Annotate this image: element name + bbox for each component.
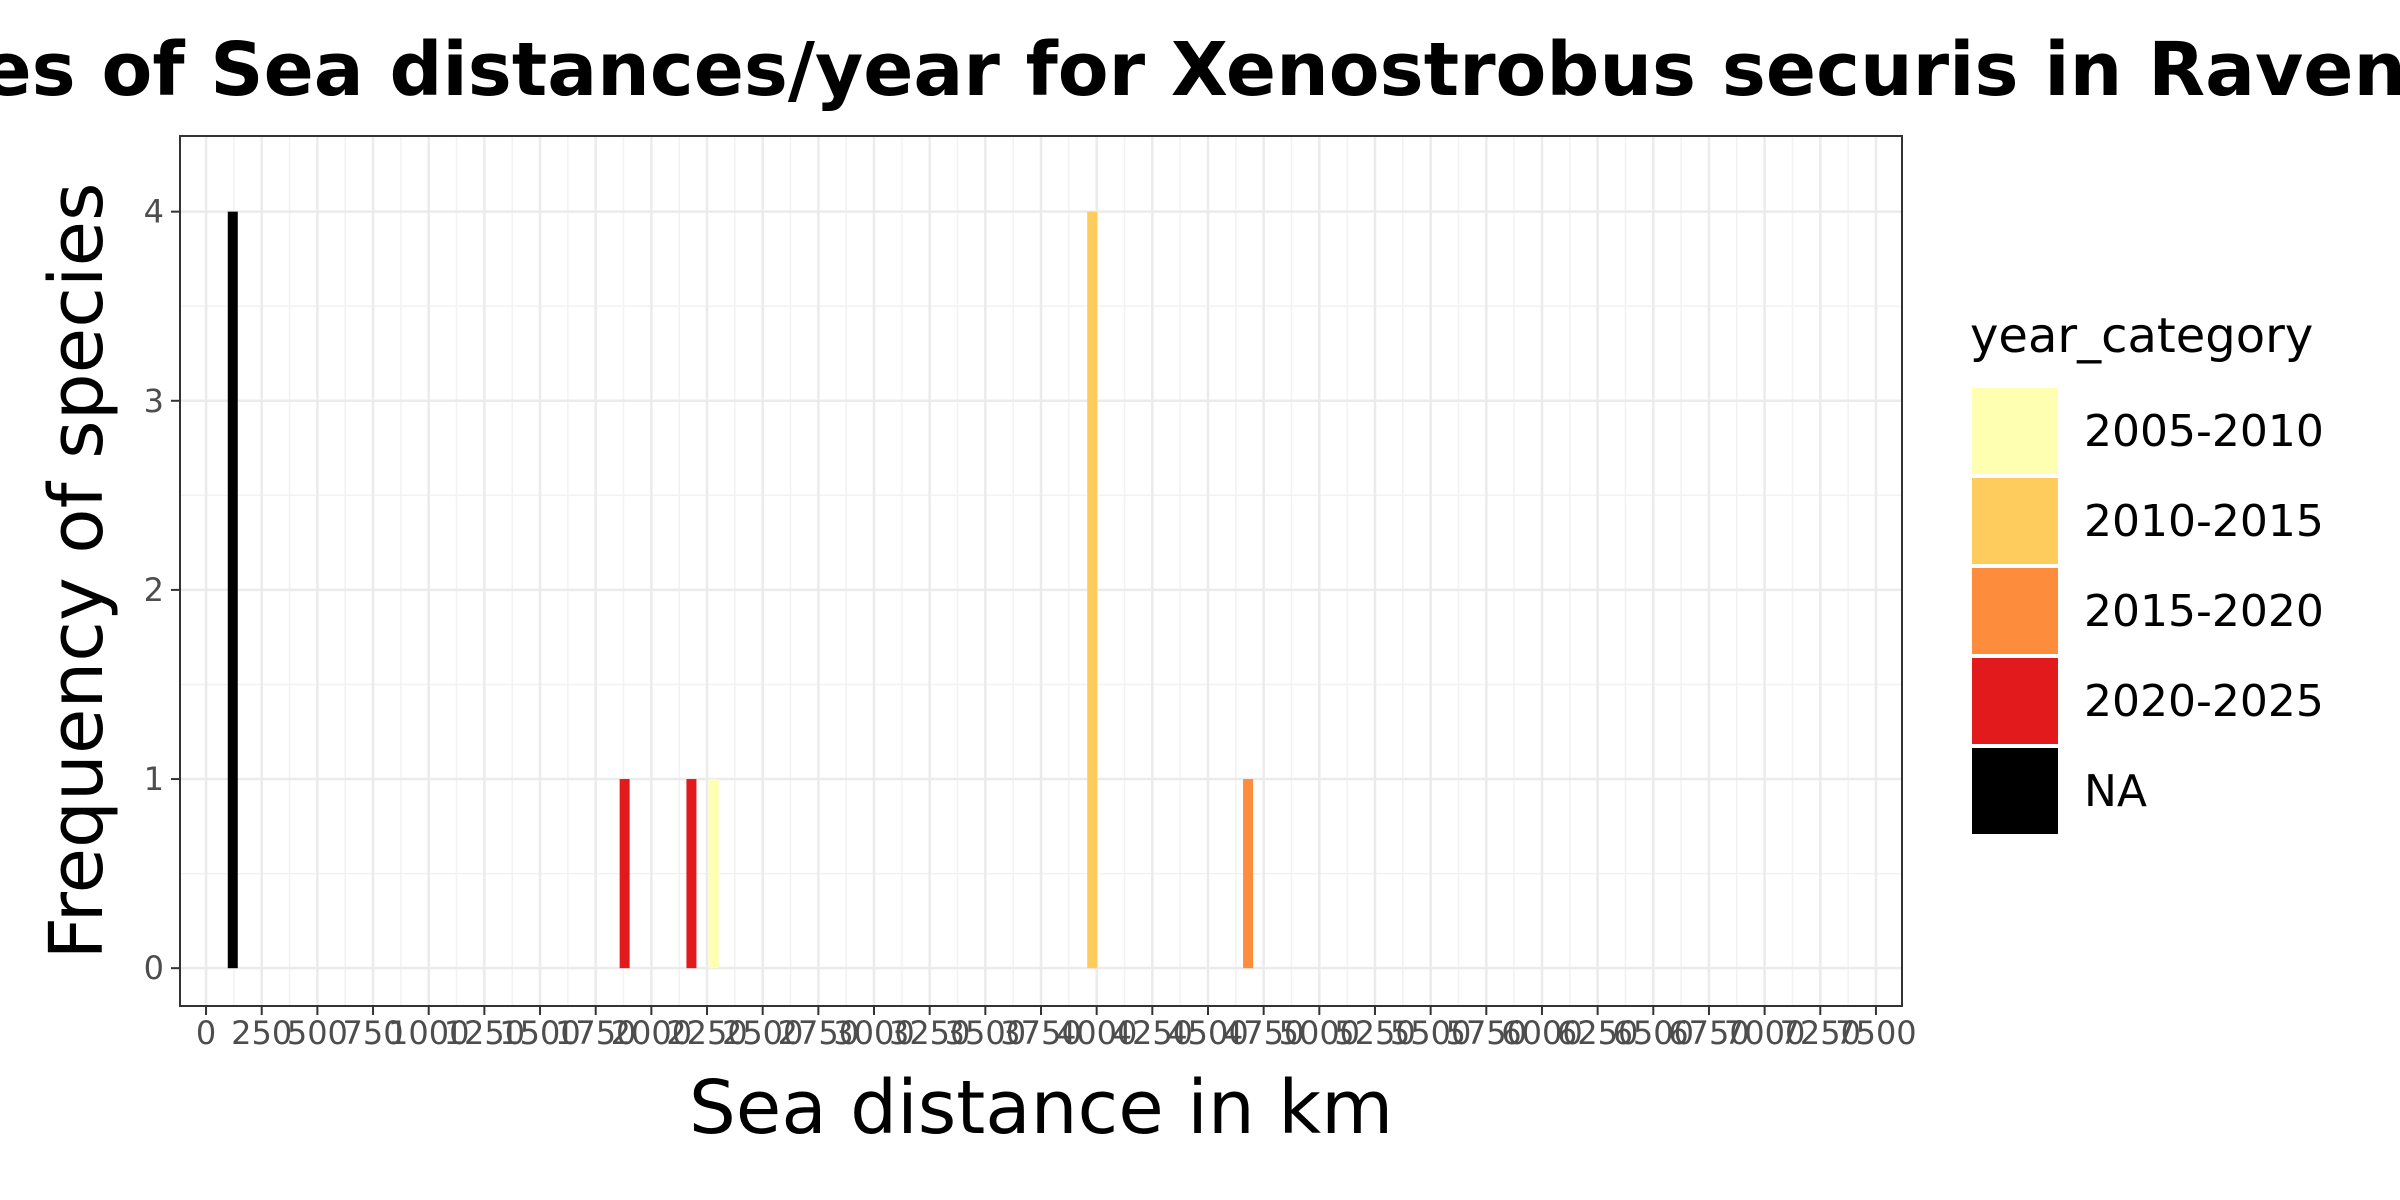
x-tick-label: 6500 xyxy=(1613,1014,1694,1052)
legend-label-2015-2020: 2015-2020 xyxy=(2084,586,2324,637)
legend-key-NA xyxy=(1972,748,2058,834)
x-tick-label: 5000 xyxy=(1279,1014,1360,1052)
bar-2010-2015 xyxy=(1087,211,1098,969)
y-tick-label: 1 xyxy=(144,760,164,798)
legend-label-2020-2025: 2020-2025 xyxy=(2084,676,2324,727)
y-axis: 0 1 2 3 4 xyxy=(144,193,180,987)
y-tick-label: 4 xyxy=(144,193,164,231)
bar-2015-2020 xyxy=(1243,779,1254,969)
y-axis-title: Frequency of species xyxy=(34,182,120,959)
x-tick-label: 7000 xyxy=(1724,1014,1805,1052)
legend-key-2010-2015 xyxy=(1972,478,2058,564)
x-tick-label: 2000 xyxy=(611,1014,692,1052)
legend-items: 2005-2010 2010-2015 2015-2020 2020-2025 NA xyxy=(1972,388,2324,834)
legend-label-2010-2015: 2010-2015 xyxy=(2084,496,2324,547)
x-tick-label: 3750 xyxy=(1000,1014,1081,1052)
legend-key-2015-2020 xyxy=(1972,568,2058,654)
x-tick-label: 4250 xyxy=(1112,1014,1193,1052)
bar-2020-2025 xyxy=(686,779,697,969)
legend: year_category 2005-2010 2010-2015 2015-202… xyxy=(1970,308,2324,834)
chart-title: Frequencies of Sea distances/year for Xe… xyxy=(0,27,2400,113)
x-tick-label: 2500 xyxy=(722,1014,803,1052)
y-tick-label: 0 xyxy=(144,949,164,987)
x-tick-label: 1500 xyxy=(499,1014,580,1052)
bar-2020-2025 xyxy=(619,779,630,969)
x-axis-title: Sea distance in km xyxy=(689,1065,1393,1151)
x-tick-label: 750 xyxy=(343,1014,404,1052)
x-tick-label: 2250 xyxy=(666,1014,747,1052)
x-tick-label: 6750 xyxy=(1668,1014,1749,1052)
x-tick-label: 4500 xyxy=(1167,1014,1248,1052)
legend-key-2005-2010 xyxy=(1972,388,2058,474)
x-tick-label: 4000 xyxy=(1056,1014,1137,1052)
legend-label-NA: NA xyxy=(2084,766,2147,817)
x-axis: 0 250500750100012501500175020002250250027… xyxy=(196,1006,1917,1052)
x-tick-label: 3250 xyxy=(889,1014,970,1052)
legend-key-2020-2025 xyxy=(1972,658,2058,744)
bar-NA xyxy=(227,211,238,969)
x-tick-label: 5250 xyxy=(1334,1014,1415,1052)
x-tick-label: 7500 xyxy=(1835,1014,1916,1052)
x-tick-label: 6250 xyxy=(1557,1014,1638,1052)
x-tick-label: 500 xyxy=(287,1014,348,1052)
x-tick-label: 5500 xyxy=(1390,1014,1471,1052)
x-tick-label: 6000 xyxy=(1501,1014,1582,1052)
x-tick-label: 7250 xyxy=(1780,1014,1861,1052)
y-tick-label: 2 xyxy=(144,571,164,609)
x-tick-label: 5750 xyxy=(1446,1014,1527,1052)
x-tick-label: 1750 xyxy=(555,1014,636,1052)
y-tick-label: 3 xyxy=(144,382,164,420)
grid-major xyxy=(180,136,1902,1006)
x-tick-label: 2750 xyxy=(778,1014,859,1052)
bars xyxy=(227,211,1254,969)
x-tick-label: 3000 xyxy=(833,1014,914,1052)
legend-title: year_category xyxy=(1970,308,2313,364)
plot-panel xyxy=(179,135,1903,1007)
x-tick-label: 1250 xyxy=(444,1014,525,1052)
legend-label-2005-2010: 2005-2010 xyxy=(2084,406,2324,457)
x-tick-label: 1000 xyxy=(388,1014,469,1052)
x-tick-label: 3500 xyxy=(945,1014,1026,1052)
x-tick-label: 4750 xyxy=(1223,1014,1304,1052)
bar-2005-2010 xyxy=(708,779,719,969)
x-tick-label: 0 xyxy=(196,1014,216,1052)
x-tick-label: 250 xyxy=(231,1014,292,1052)
